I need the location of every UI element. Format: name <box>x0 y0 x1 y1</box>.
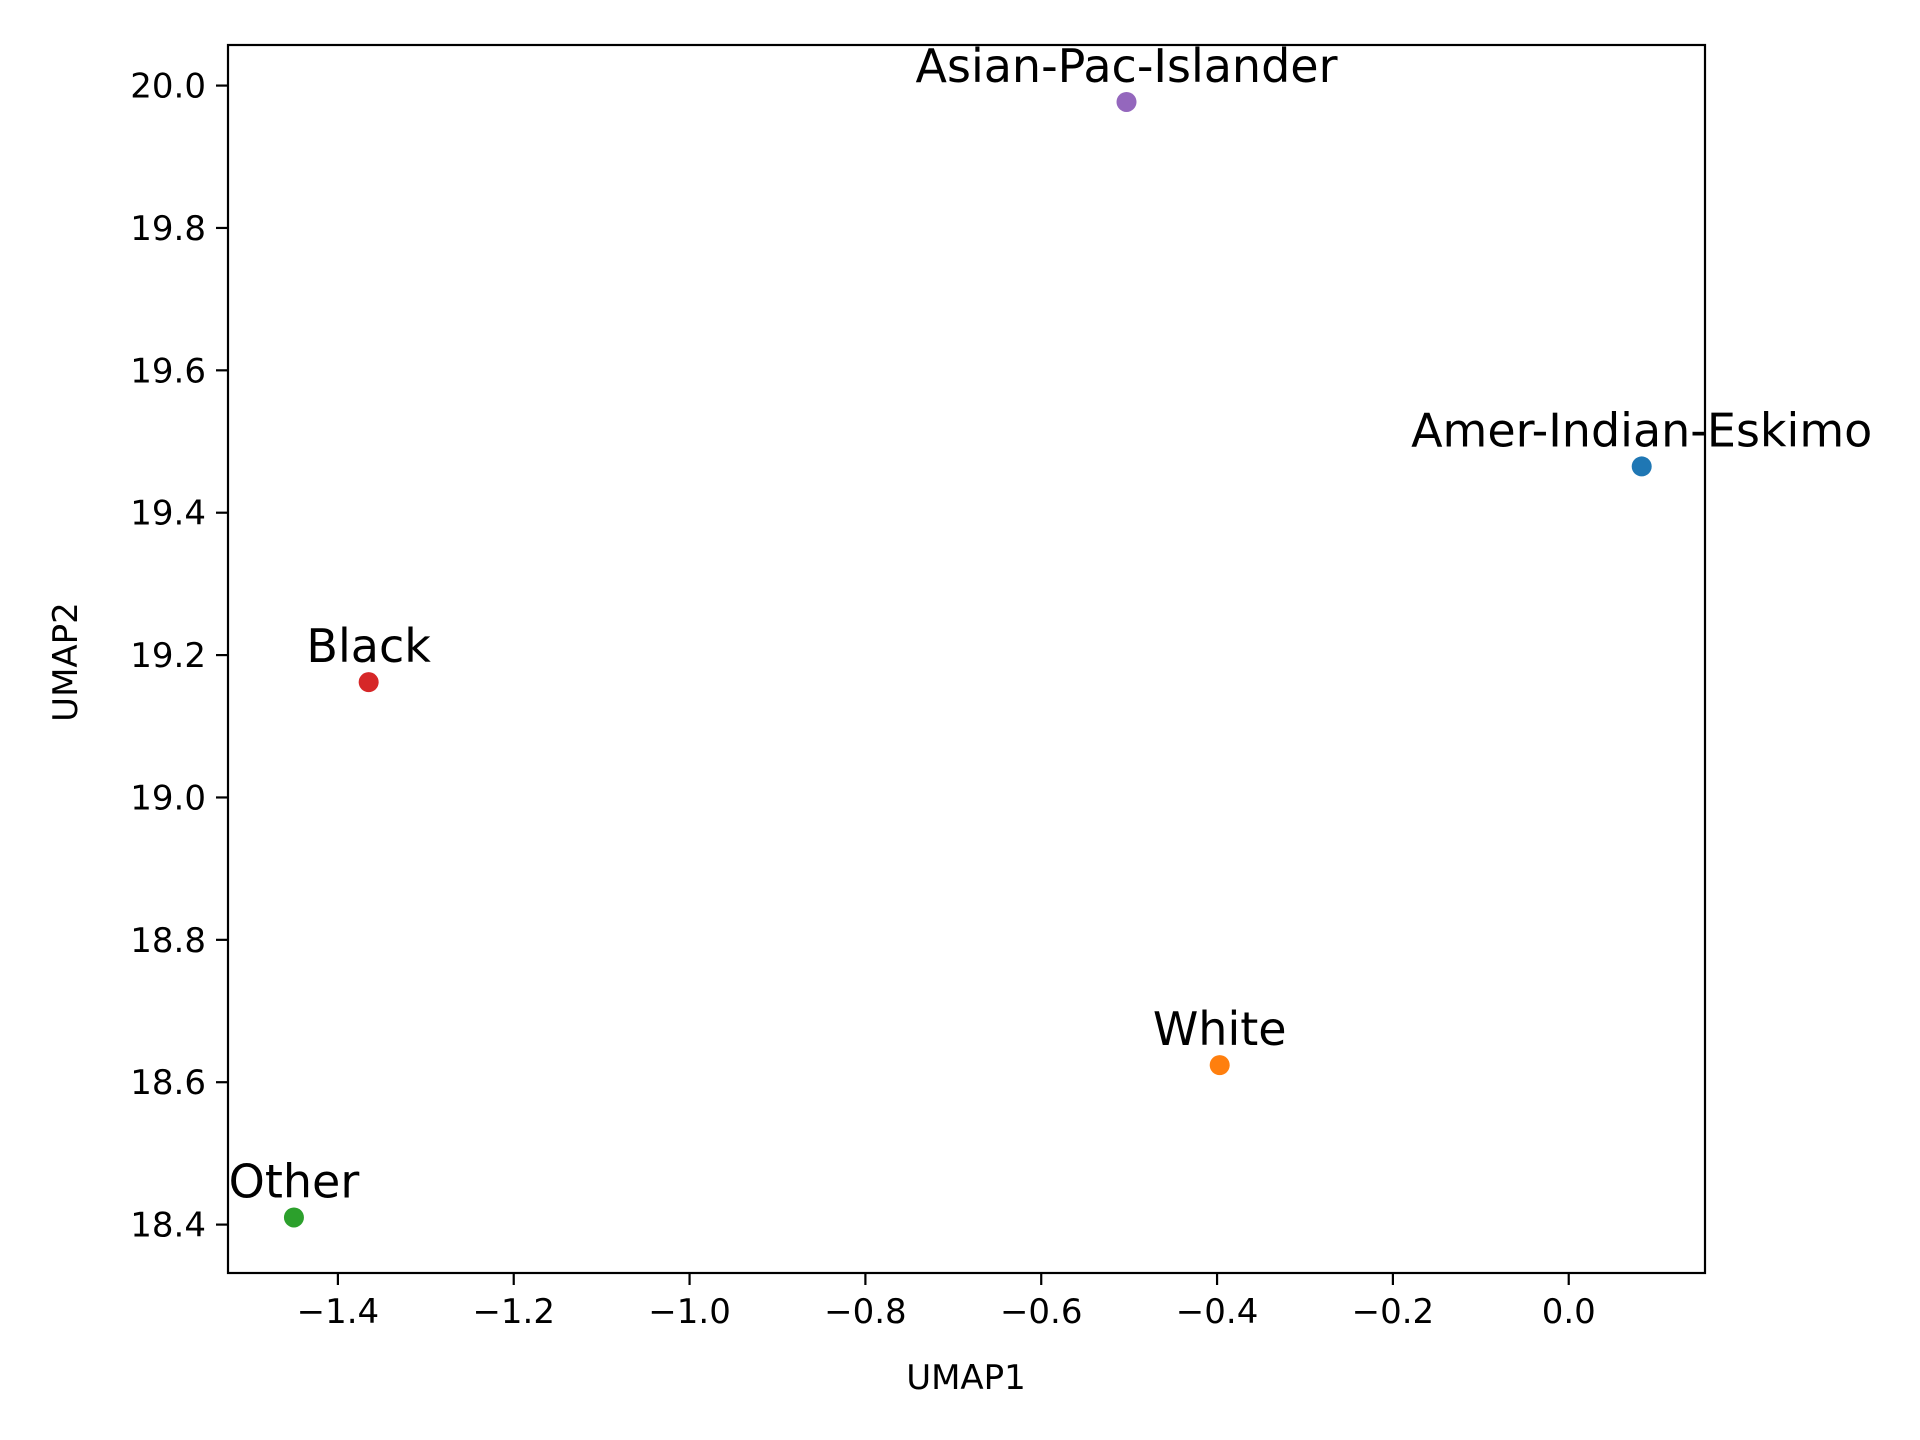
x-axis: −1.4 −1.2 −1.0 −0.8 −0.6 −0.4 −0.2 0.0 <box>297 1273 1596 1332</box>
x-tick-label: 0.0 <box>1542 1292 1596 1332</box>
y-tick-label: 18.8 <box>130 921 206 961</box>
data-points <box>283 91 1652 1228</box>
scatter-point <box>358 672 379 693</box>
y-tick-label: 19.0 <box>130 778 206 818</box>
point-labels: Amer-Indian-Eskimo White Other Black Asian-P… <box>229 39 1873 1209</box>
y-tick-label: 18.4 <box>130 1206 206 1246</box>
plot-frame <box>226 43 1707 1275</box>
x-tick-label: −1.2 <box>472 1292 555 1332</box>
y-tick-label: 19.8 <box>130 209 206 249</box>
x-tick-label: −0.6 <box>1000 1292 1083 1332</box>
x-tick-label: −0.8 <box>824 1292 907 1332</box>
y-tick-label: 18.6 <box>130 1063 206 1103</box>
point-label: Amer-Indian-Eskimo <box>1411 403 1872 457</box>
point-label: Other <box>229 1154 360 1208</box>
y-axis: 18.4 18.6 18.8 19.0 19.2 19.4 19.6 19.8 20.0 <box>130 67 228 1246</box>
x-tick-label: −0.4 <box>1176 1292 1259 1332</box>
x-tick-label: −1.4 <box>297 1292 380 1332</box>
scatter-point <box>1116 91 1137 112</box>
x-tick-label: −0.2 <box>1352 1292 1435 1332</box>
scatter-point <box>283 1207 304 1228</box>
scatter-point <box>1209 1055 1230 1076</box>
x-axis-title: UMAP1 <box>906 1358 1026 1398</box>
y-axis-title: UMAP2 <box>46 602 86 722</box>
point-label: White <box>1153 1002 1287 1056</box>
y-tick-label: 19.6 <box>130 351 206 391</box>
x-tick-label: −1.0 <box>648 1292 731 1332</box>
point-label: Black <box>306 619 431 673</box>
y-tick-label: 20.0 <box>130 67 206 107</box>
scatter-point <box>1631 456 1652 477</box>
y-tick-label: 19.2 <box>130 636 206 676</box>
y-tick-label: 19.4 <box>130 494 206 534</box>
point-label: Asian-Pac-Islander <box>916 39 1338 93</box>
